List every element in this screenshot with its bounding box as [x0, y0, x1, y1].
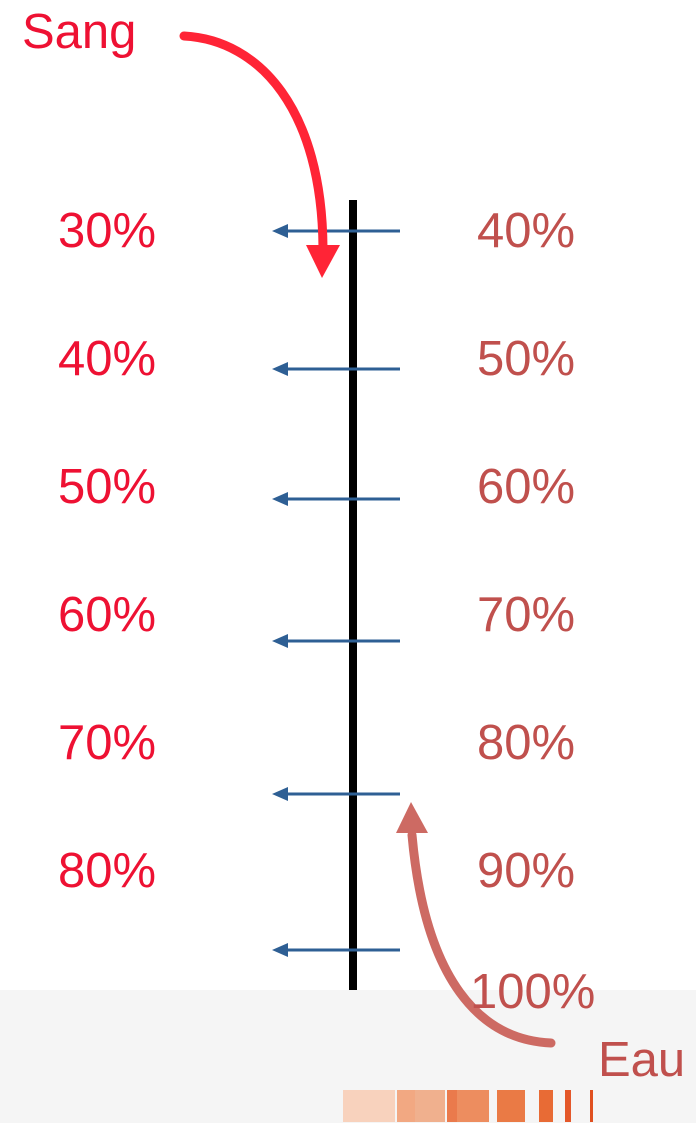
footer-bar — [397, 1090, 415, 1122]
footer-decoration — [343, 1090, 603, 1122]
footer-bar — [497, 1090, 525, 1122]
right-scale-label: 60% — [477, 460, 576, 514]
eau-arrow-head — [396, 802, 428, 833]
footer-bar — [539, 1090, 553, 1122]
left-scale-label: 50% — [58, 460, 157, 514]
left-scale-label: 80% — [58, 844, 157, 898]
tick-arrow-head — [272, 492, 288, 506]
right-scale-label: 100% — [470, 965, 596, 1019]
right-scale-label: 50% — [477, 332, 576, 386]
footer-bar — [447, 1090, 457, 1122]
tick-arrow-head — [272, 224, 288, 238]
footer-bar — [343, 1090, 395, 1122]
sang-curved-arrow — [179, 31, 328, 253]
left-scale-label: 70% — [58, 716, 157, 770]
tick-arrow-head — [272, 787, 288, 801]
right-scale-label: 40% — [477, 204, 576, 258]
footer-bar — [415, 1090, 445, 1122]
eau-label: Eau — [598, 1033, 686, 1087]
left-scale-label: 30% — [58, 204, 157, 258]
right-scale-label: 90% — [477, 844, 576, 898]
left-scale-label: 40% — [58, 332, 157, 386]
tick-arrow-head — [272, 362, 288, 376]
tick-arrow-head — [272, 943, 288, 957]
sang-arrow-head — [306, 245, 340, 278]
right-scale-label: 80% — [477, 716, 576, 770]
sang-label: Sang — [22, 5, 137, 59]
footer-bar — [590, 1090, 593, 1122]
footer-bar — [565, 1090, 571, 1122]
eau-curved-arrow — [407, 830, 556, 1048]
tick-arrow-head — [272, 634, 288, 648]
right-scale-label: 70% — [477, 588, 576, 642]
tick-arrows — [272, 224, 400, 957]
left-scale-label: 60% — [58, 588, 157, 642]
footer-bar — [457, 1090, 489, 1122]
